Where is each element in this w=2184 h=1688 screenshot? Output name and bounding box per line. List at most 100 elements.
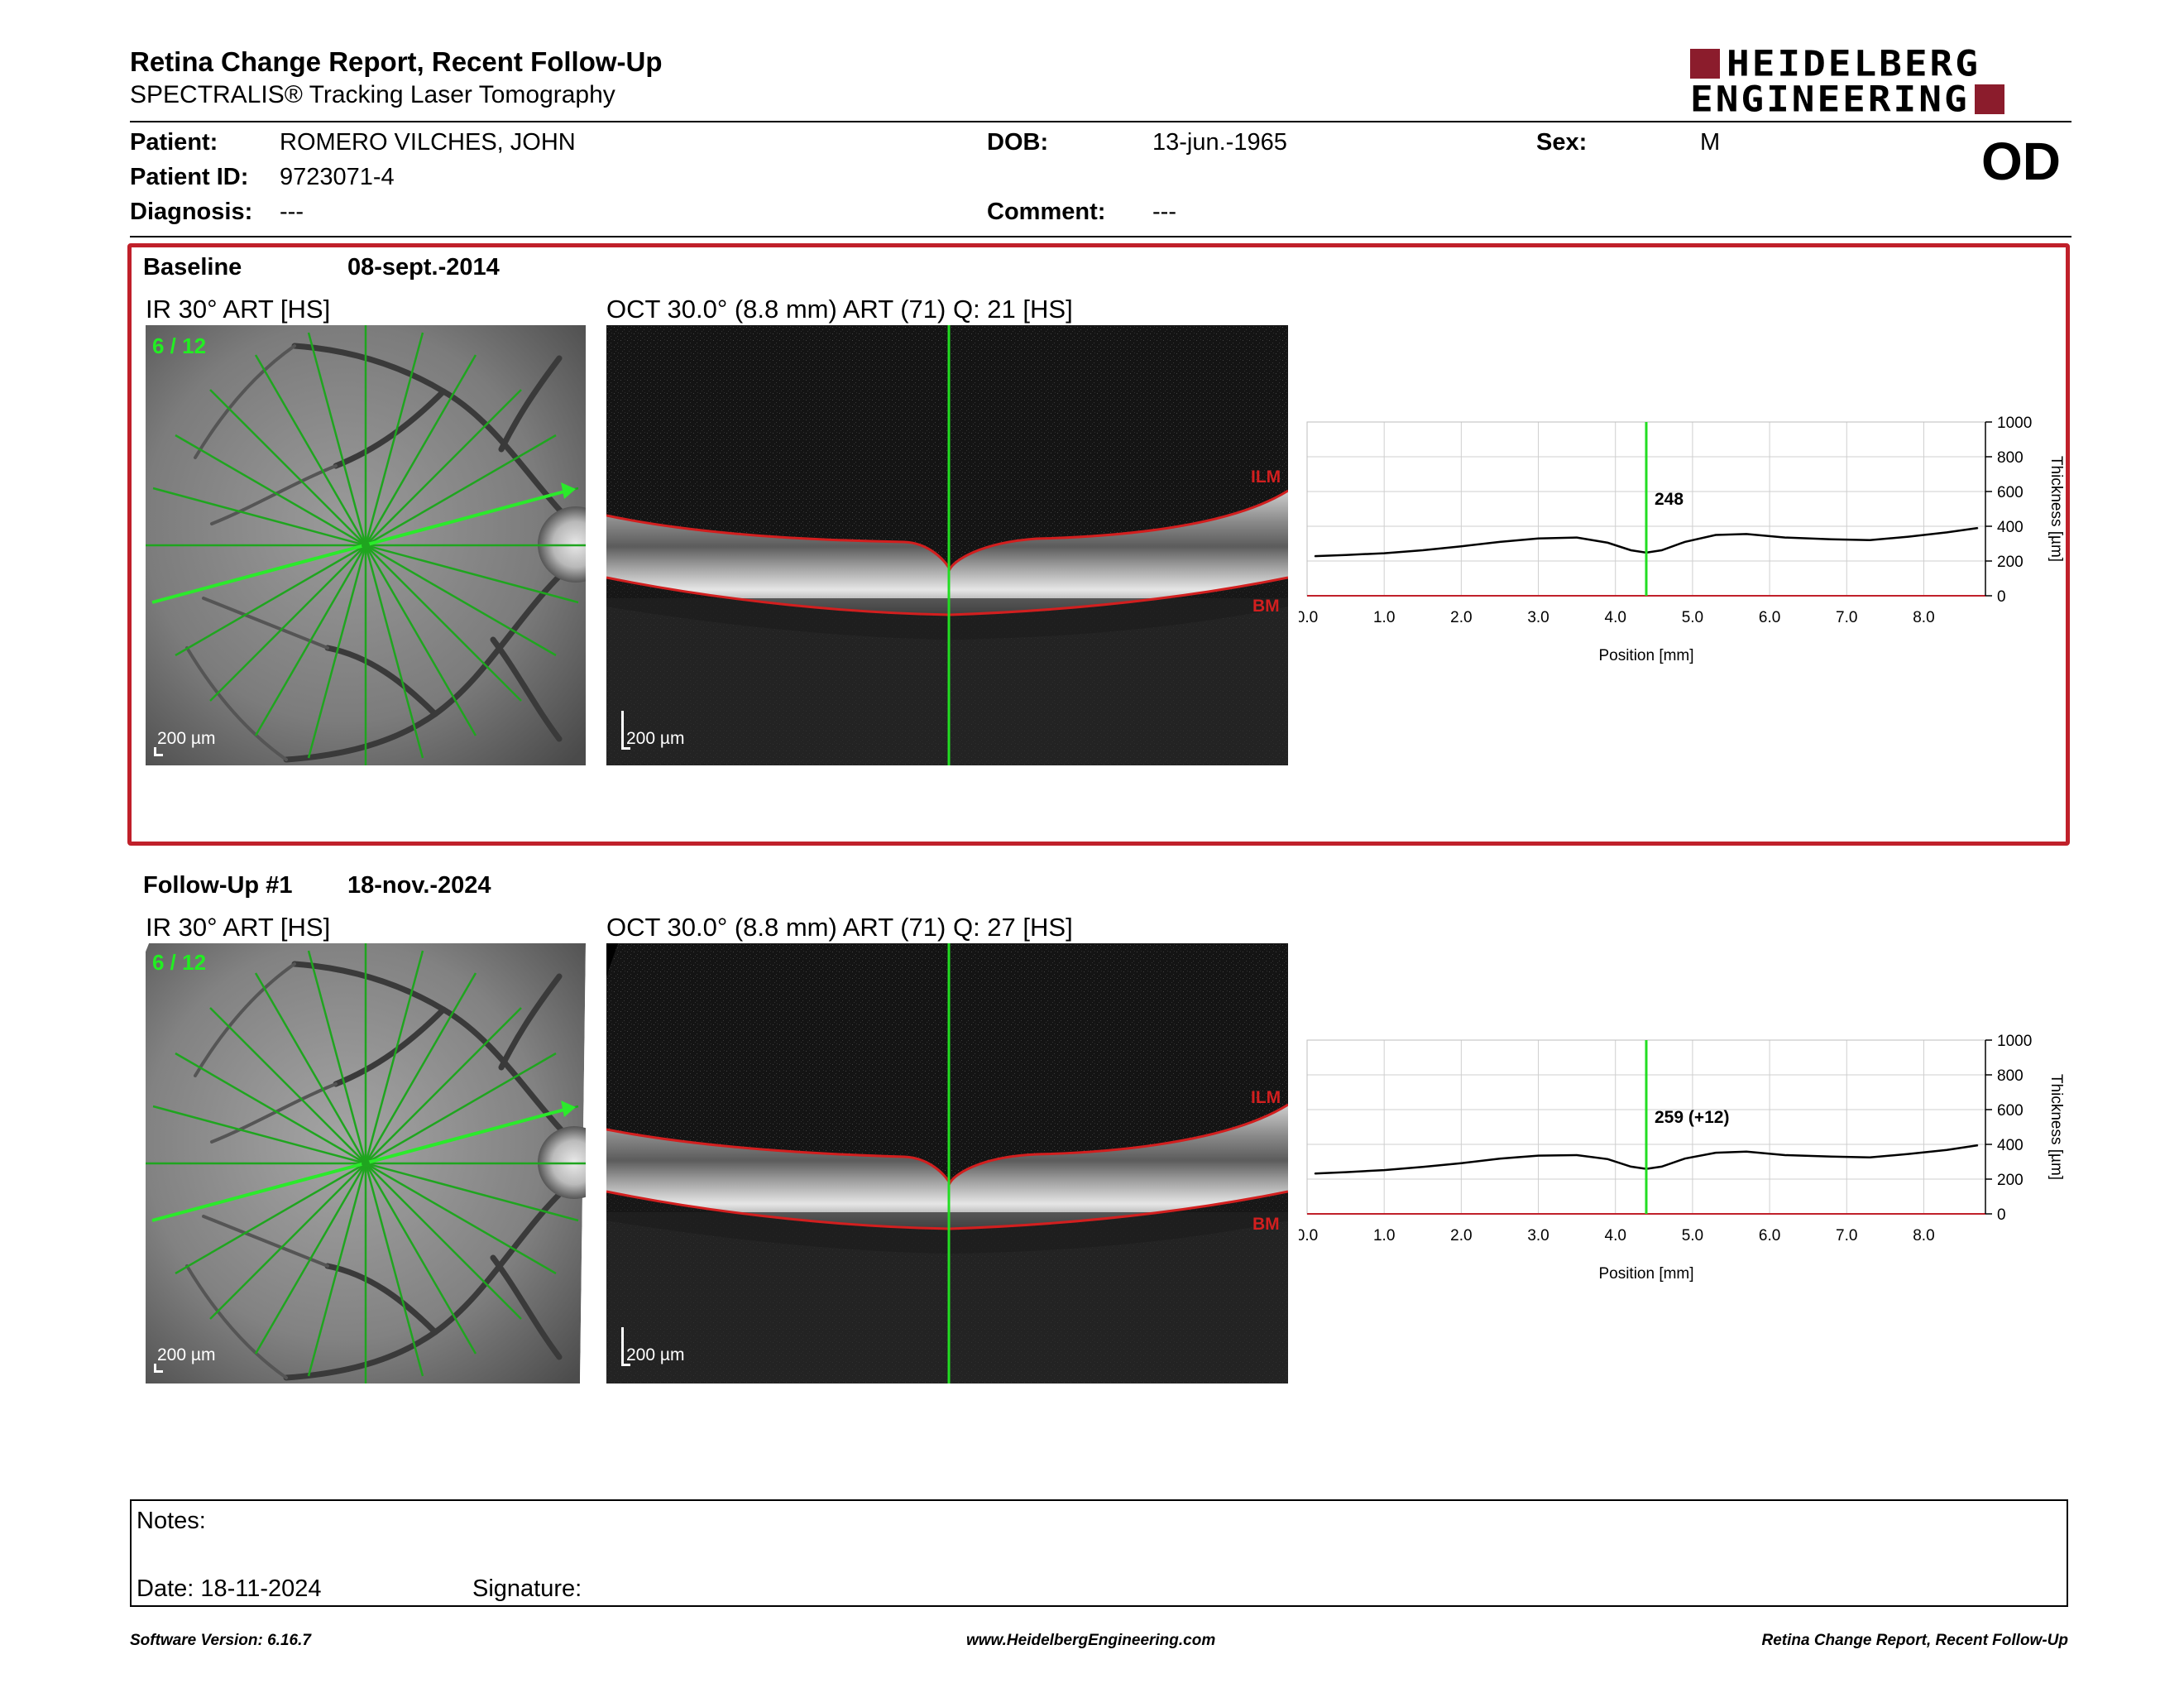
x-tick-label: 5.0 <box>1682 609 1703 626</box>
scale-bar-label: 200 µm <box>626 1345 685 1364</box>
scale-bar-label: 200 µm <box>157 1345 216 1364</box>
bm-label: BM <box>1252 597 1280 616</box>
baseline-thickness-chart: 0 200 400 600 800 1000 0.0 1.0 2.0 3.0 4.0 5.0 6.0 7.… <box>1299 415 2065 664</box>
x-tick-label: 5.0 <box>1682 1227 1703 1244</box>
thickness-point <box>1383 552 1385 554</box>
scan-counter: 6 / 12 <box>152 333 207 358</box>
sex-value: M <box>1700 129 1721 156</box>
thickness-point <box>1499 541 1501 543</box>
thickness-point <box>1784 1154 1786 1156</box>
thickness-point <box>1383 1169 1385 1171</box>
date-label: Date: 18-11-2024 <box>136 1575 322 1602</box>
y-tick-label: 0 <box>1997 1206 2006 1224</box>
followup-oct-title: OCT 30.0° (8.8 mm) ART (71) Q: 27 [HS] <box>606 913 1073 942</box>
baseline-ir-fundus-image[interactable]: 6 / 12 200 µm <box>146 325 586 765</box>
diagnosis-label: Diagnosis: <box>130 199 253 225</box>
baseline-oct-bscan-image[interactable]: ILM BM 200 µm <box>606 325 1288 765</box>
oct-graphic <box>606 943 1288 1383</box>
x-axis-label: Position [mm] <box>1598 647 1693 664</box>
scale-bar-icon <box>154 1364 163 1373</box>
followup-oct-bscan-image[interactable]: ILM BM 200 µm <box>606 943 1288 1383</box>
followup-thickness-chart: 0 200 400 600 800 1000 0.0 1.0 2.0 3.0 4.0 5.0 6.0 7.… <box>1299 1033 2065 1283</box>
x-tick-label: 2.0 <box>1450 1227 1472 1244</box>
fundus-graphic <box>146 325 586 765</box>
x-tick-label: 6.0 <box>1759 609 1780 626</box>
thickness-point <box>1537 1155 1540 1157</box>
baseline-oct-title: OCT 30.0° (8.8 mm) ART (71) Q: 21 [HS] <box>606 295 1073 324</box>
logo-second-row: ENGINEERING <box>1690 82 2004 117</box>
x-tick-label: 8.0 <box>1913 609 1934 626</box>
logo-square-icon <box>1974 84 2004 114</box>
scale-bar-icon <box>621 711 630 750</box>
report-title: Retina Change Report, Recent Follow-Up <box>130 46 663 77</box>
logo: HEIDELBERG <box>1690 43 1980 84</box>
thickness-point <box>1607 1158 1609 1160</box>
cursor-value-label: 259 (+12) <box>1655 1108 1729 1127</box>
footer-software-version: Software Version: 6.16.7 <box>130 1632 311 1649</box>
y-tick-label: 400 <box>1997 1137 2024 1154</box>
dob-value: 13-jun.-1965 <box>1152 129 1287 156</box>
thickness-point <box>1661 1166 1663 1168</box>
x-tick-label: 2.0 <box>1450 609 1472 626</box>
y-tick-label: 1000 <box>1997 415 2032 432</box>
thickness-point <box>1460 545 1462 547</box>
x-tick-label: 7.0 <box>1836 1227 1857 1244</box>
ilm-label: ILM <box>1251 468 1281 487</box>
baseline-ir-title: IR 30° ART [HS] <box>146 295 331 324</box>
x-tick-label: 1.0 <box>1373 1227 1395 1244</box>
x-tick-label: 4.0 <box>1605 1227 1626 1244</box>
dob-label: DOB: <box>987 129 1049 156</box>
patient-id-label: Patient ID: <box>130 164 249 190</box>
signature-label: Signature: <box>472 1575 582 1602</box>
thickness-point <box>1784 537 1786 539</box>
cursor-value-label: 248 <box>1655 490 1684 509</box>
followup-ir-fundus-image[interactable]: 6 / 12 200 µm <box>146 943 586 1383</box>
thickness-point <box>1684 1158 1686 1159</box>
thickness-point <box>1537 538 1540 539</box>
followup-label: Follow-Up #1 <box>143 872 293 899</box>
thickness-point <box>1607 542 1609 544</box>
bm-label: BM <box>1252 1215 1280 1234</box>
y-tick-label: 0 <box>1997 588 2006 606</box>
footer-website[interactable]: www.HeidelbergEngineering.com <box>966 1632 1216 1649</box>
baseline-section <box>127 243 2070 846</box>
scale-bar-icon <box>154 747 163 756</box>
y-tick-label: 200 <box>1997 1172 2024 1189</box>
report-subtitle: SPECTRALIS® Tracking Laser Tomography <box>130 81 615 108</box>
baseline-label: Baseline <box>143 254 242 281</box>
followup-ir-title: IR 30° ART [HS] <box>146 913 331 942</box>
notes-box[interactable]: Notes: Date: 18-11-2024 Signature: <box>130 1499 2068 1607</box>
logo-square-icon <box>1690 49 1720 79</box>
thickness-point <box>1422 549 1424 551</box>
thickness-point <box>1715 1152 1717 1153</box>
x-tick-label: 3.0 <box>1527 1227 1549 1244</box>
y-tick-label: 600 <box>1997 484 2024 501</box>
thickness-point <box>1746 1151 1747 1153</box>
eye-indicator: OD <box>1981 132 2061 191</box>
thickness-point <box>1977 527 1979 529</box>
diagnosis-value: --- <box>280 199 304 225</box>
comment-label: Comment: <box>987 199 1106 225</box>
baseline-date: 08-sept.-2014 <box>347 254 500 281</box>
patient-label: Patient: <box>130 129 218 156</box>
x-tick-label: 3.0 <box>1527 609 1549 626</box>
y-tick-label: 800 <box>1997 1067 2024 1085</box>
patient-id: 9723071-4 <box>280 164 395 190</box>
logo-line1: HEIDELBERG <box>1727 43 1980 84</box>
y-tick-label: 200 <box>1997 554 2024 571</box>
y-axis-label: Thickness [µm] <box>2048 1074 2065 1180</box>
y-tick-label: 600 <box>1997 1102 2024 1120</box>
fundus-graphic <box>146 943 586 1383</box>
scan-counter: 6 / 12 <box>152 950 207 975</box>
thickness-point <box>1684 541 1686 543</box>
thickness-point <box>1746 533 1747 535</box>
thickness-point <box>1831 1156 1832 1158</box>
x-tick-label: 1.0 <box>1373 609 1395 626</box>
x-tick-label: 0.0 <box>1299 609 1318 626</box>
ilm-label: ILM <box>1251 1088 1281 1107</box>
thickness-point <box>1499 1158 1501 1159</box>
thickness-point <box>1977 1144 1979 1146</box>
thickness-point <box>1576 1154 1578 1156</box>
sex-label: Sex: <box>1536 129 1588 156</box>
followup-date: 18-nov.-2024 <box>347 872 491 899</box>
